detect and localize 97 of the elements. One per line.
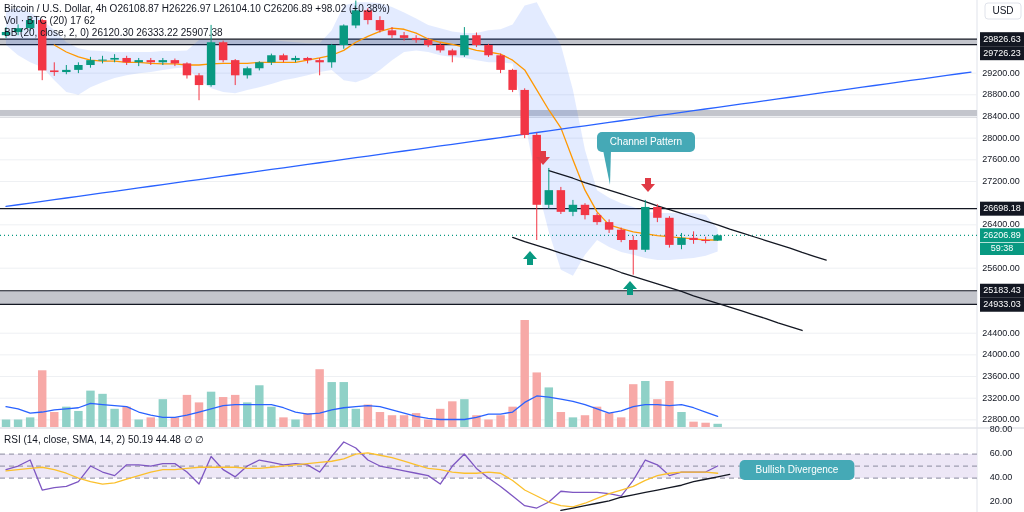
ref-line-label: 25183.43 bbox=[983, 285, 1021, 296]
bar bbox=[218, 397, 228, 427]
bar bbox=[713, 423, 722, 427]
text: RSI (14, close, SMA, 14, 2) 50.19 44.48 ∅ ∅ bbox=[4, 433, 205, 445]
bar bbox=[243, 402, 252, 427]
bar bbox=[37, 370, 47, 427]
bar bbox=[616, 417, 626, 427]
bar bbox=[279, 417, 288, 427]
y-tick-label: 26400.00 bbox=[982, 219, 1020, 230]
bar bbox=[98, 393, 107, 427]
bar bbox=[532, 372, 541, 427]
text: 59:38 bbox=[990, 243, 1014, 254]
bar bbox=[665, 380, 674, 427]
bar bbox=[291, 419, 300, 427]
y-tick-label: 80.00 bbox=[989, 424, 1013, 435]
bar bbox=[520, 320, 529, 427]
y-axis-title: USD bbox=[992, 4, 1014, 16]
bar bbox=[194, 402, 204, 427]
annotation: Channel Pattern bbox=[609, 135, 683, 147]
candlestick bbox=[399, 31, 409, 42]
bar bbox=[134, 419, 143, 427]
bar bbox=[629, 384, 638, 427]
bar bbox=[568, 417, 578, 427]
bar bbox=[460, 399, 469, 427]
bar bbox=[25, 417, 35, 427]
candlestick bbox=[194, 72, 204, 101]
candlestick bbox=[327, 43, 336, 69]
y-tick-label: 28400.00 bbox=[982, 110, 1020, 121]
line-series bbox=[560, 473, 731, 512]
y-tick-label: 60.00 bbox=[989, 448, 1013, 459]
candlestick bbox=[460, 26, 469, 58]
y-tick-label: 22800.00 bbox=[982, 414, 1020, 425]
y-tick-label: 25600.00 bbox=[982, 262, 1020, 273]
y-tick-label: 24000.00 bbox=[982, 349, 1020, 360]
bar bbox=[267, 406, 276, 427]
bar bbox=[62, 406, 71, 427]
y-tick-label: 23600.00 bbox=[982, 370, 1020, 381]
ref-line-label: 29826.63 bbox=[983, 33, 1021, 44]
candlestick bbox=[544, 167, 554, 210]
bar bbox=[339, 382, 348, 427]
bar bbox=[448, 401, 457, 427]
bar bbox=[556, 412, 566, 427]
bar bbox=[508, 406, 517, 427]
bar bbox=[387, 415, 397, 427]
candlestick bbox=[556, 186, 566, 215]
candlestick bbox=[496, 53, 505, 74]
y-tick-label: 20.00 bbox=[989, 496, 1013, 507]
bar bbox=[375, 412, 385, 427]
candlestick bbox=[629, 235, 638, 276]
ref-line-label: 26698.18 bbox=[983, 203, 1021, 214]
bar bbox=[86, 390, 95, 427]
bar bbox=[399, 415, 409, 427]
legend-label: 29726.23 bbox=[983, 47, 1021, 58]
candlestick bbox=[508, 68, 517, 93]
bar bbox=[351, 408, 361, 427]
bar bbox=[206, 391, 216, 427]
bar bbox=[182, 394, 192, 427]
y-tick-label: 27200.00 bbox=[982, 175, 1020, 186]
candlestick bbox=[689, 230, 698, 245]
y-tick-label: 40.00 bbox=[989, 472, 1013, 483]
bar bbox=[496, 415, 505, 427]
line-series bbox=[5, 71, 972, 208]
candlestick bbox=[230, 58, 240, 86]
bar bbox=[484, 419, 493, 427]
candlestick bbox=[568, 199, 578, 217]
bar bbox=[689, 421, 698, 427]
bar bbox=[641, 380, 650, 427]
candlestick bbox=[339, 23, 348, 50]
bar bbox=[327, 382, 336, 427]
bar bbox=[230, 394, 240, 427]
y-tick-label: 23200.00 bbox=[982, 392, 1020, 403]
y-tick-label: 28000.00 bbox=[982, 132, 1020, 143]
annotation: Bullish Divergence bbox=[755, 463, 839, 475]
y-tick-label: 27600.00 bbox=[982, 154, 1020, 165]
y-tick-label: 28800.00 bbox=[982, 89, 1020, 100]
bar bbox=[315, 369, 324, 427]
bar bbox=[50, 412, 59, 427]
bar bbox=[74, 410, 83, 427]
bar bbox=[580, 415, 590, 427]
bar bbox=[170, 417, 180, 427]
y-tick-label: 24400.00 bbox=[982, 327, 1020, 338]
bar bbox=[146, 417, 155, 427]
bar bbox=[122, 406, 131, 427]
bar bbox=[255, 385, 264, 427]
candlestick bbox=[218, 40, 228, 63]
y-tick-label: 29200.00 bbox=[982, 67, 1020, 78]
ref-line-label: 24933.03 bbox=[983, 299, 1021, 310]
bar bbox=[677, 412, 686, 427]
bar bbox=[110, 408, 119, 427]
candlestick bbox=[387, 26, 397, 39]
bar bbox=[653, 399, 662, 427]
ref-line-label: 26206.89 bbox=[983, 229, 1021, 240]
bar bbox=[701, 422, 710, 427]
bar bbox=[544, 387, 554, 427]
line-series bbox=[5, 452, 719, 508]
bar bbox=[158, 399, 168, 427]
bar bbox=[604, 413, 614, 427]
